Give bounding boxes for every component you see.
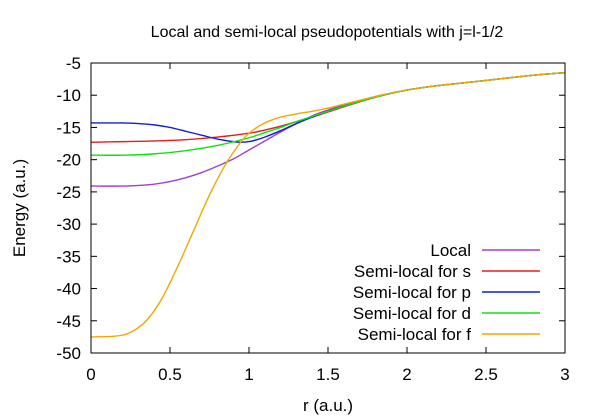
- legend-label-semi-local-for-p: Semi-local for p: [353, 283, 471, 302]
- y-tick-label: -20: [56, 151, 81, 170]
- y-tick-label: -5: [66, 54, 81, 73]
- x-tick-label: 1.5: [316, 365, 340, 384]
- x-tick-label: 0.5: [158, 365, 182, 384]
- y-tick-label: -50: [56, 344, 81, 363]
- y-tick-label: -30: [56, 215, 81, 234]
- legend-label-semi-local-for-s: Semi-local for s: [354, 262, 471, 281]
- x-tick-label: 1: [244, 365, 253, 384]
- legend-label-semi-local-for-d: Semi-local for d: [353, 304, 471, 323]
- y-tick-label: -40: [56, 280, 81, 299]
- y-tick-label: -35: [56, 247, 81, 266]
- chart-title: Local and semi-local pseudopotentials wi…: [151, 24, 504, 41]
- x-tick-label: 0: [86, 365, 95, 384]
- x-axis-label: r (a.u.): [303, 396, 353, 415]
- series-line-local: [90, 71, 566, 187]
- x-tick-label: 3: [560, 365, 569, 384]
- series-line-semi-local-for-d: [90, 71, 566, 156]
- legend-label-local: Local: [430, 241, 471, 260]
- x-tick-label: 2: [402, 365, 411, 384]
- y-axis-ticks: -50 -45 -40 -35 -30 -25 -20 -15 -10 -5: [56, 54, 565, 363]
- plot-frame: [90, 62, 566, 354]
- y-axis-label: Energy (a.u.): [10, 159, 29, 257]
- y-tick-label: -25: [56, 183, 81, 202]
- x-axis-ticks: 0 0.5 1 1.5 2 2.5 3: [86, 63, 570, 384]
- y-tick-label: -15: [56, 118, 81, 137]
- y-tick-label: -45: [56, 312, 81, 331]
- legend: Local Semi-local for s Semi-local for p Sem…: [353, 241, 540, 344]
- x-tick-label: 2.5: [474, 365, 498, 384]
- series-line-semi-local-for-f: [90, 71, 566, 338]
- legend-label-semi-local-for-f: Semi-local for f: [358, 325, 472, 344]
- series-layer: [90, 71, 566, 338]
- y-tick-label: -10: [56, 86, 81, 105]
